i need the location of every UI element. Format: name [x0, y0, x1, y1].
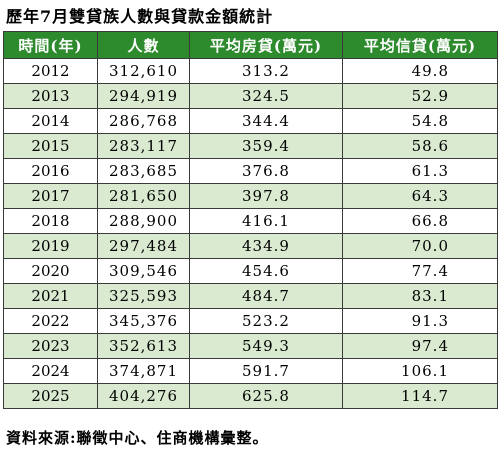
cell-year: 2015	[3, 133, 98, 159]
cell-house-loan: 397.8	[189, 183, 343, 209]
cell-people: 345,376	[97, 308, 190, 334]
header-people: 人數	[97, 31, 190, 59]
source-note: 資料來源:聯徵中心、住商機構彙整。	[6, 429, 269, 447]
table-row: 2021 325,593 484.7 83.1	[3, 283, 498, 309]
cell-house-loan: 376.8	[189, 158, 343, 184]
cell-people: 294,919	[97, 83, 190, 109]
cell-house-loan: 484.7	[189, 283, 343, 309]
cell-credit-loan: 54.8	[342, 108, 498, 134]
table-row: 2014 286,768 344.4 54.8	[3, 108, 498, 134]
table-row: 2012 312,610 313.2 49.8	[3, 58, 498, 84]
table-row: 2020 309,546 454.6 77.4	[3, 258, 498, 284]
table-row: 2016 283,685 376.8 61.3	[3, 158, 498, 184]
cell-house-loan: 454.6	[189, 258, 343, 284]
cell-people: 312,610	[97, 58, 190, 84]
cell-year: 2019	[3, 233, 98, 259]
cell-house-loan: 549.3	[189, 333, 343, 359]
cell-house-loan: 313.2	[189, 58, 343, 84]
cell-people: 352,613	[97, 333, 190, 359]
cell-house-loan: 359.4	[189, 133, 343, 159]
cell-people: 283,685	[97, 158, 190, 184]
cell-house-loan: 591.7	[189, 358, 343, 384]
cell-house-loan: 625.8	[189, 383, 343, 409]
header-row: 時間(年) 人數 平均房貸(萬元) 平均信貸(萬元)	[3, 31, 498, 59]
cell-year: 2020	[3, 258, 98, 284]
table-title: 歷年7月雙貸族人數與貸款金額統計	[6, 7, 274, 26]
table-row: 2015 283,117 359.4 58.6	[3, 133, 498, 159]
table-row: 2019 297,484 434.9 70.0	[3, 233, 498, 259]
cell-credit-loan: 61.3	[342, 158, 498, 184]
cell-house-loan: 324.5	[189, 83, 343, 109]
cell-credit-loan: 91.3	[342, 308, 498, 334]
cell-people: 286,768	[97, 108, 190, 134]
cell-credit-loan: 49.8	[342, 58, 498, 84]
cell-people: 288,900	[97, 208, 190, 234]
table-row: 2022 345,376 523.2 91.3	[3, 308, 498, 334]
cell-house-loan: 416.1	[189, 208, 343, 234]
cell-year: 2016	[3, 158, 98, 184]
header-year: 時間(年)	[3, 31, 98, 59]
table-row: 2017 281,650 397.8 64.3	[3, 183, 498, 209]
cell-credit-loan: 97.4	[342, 333, 498, 359]
cell-people: 283,117	[97, 133, 190, 159]
cell-credit-loan: 70.0	[342, 233, 498, 259]
cell-credit-loan: 114.7	[342, 383, 498, 409]
cell-credit-loan: 58.6	[342, 133, 498, 159]
table-row: 2018 288,900 416.1 66.8	[3, 208, 498, 234]
cell-people: 309,546	[97, 258, 190, 284]
cell-year: 2023	[3, 333, 98, 359]
cell-credit-loan: 52.9	[342, 83, 498, 109]
cell-year: 2025	[3, 383, 98, 409]
cell-credit-loan: 83.1	[342, 283, 498, 309]
cell-house-loan: 523.2	[189, 308, 343, 334]
cell-house-loan: 344.4	[189, 108, 343, 134]
cell-year: 2012	[3, 58, 98, 84]
cell-people: 325,593	[97, 283, 190, 309]
cell-year: 2014	[3, 108, 98, 134]
cell-credit-loan: 77.4	[342, 258, 498, 284]
cell-house-loan: 434.9	[189, 233, 343, 259]
table-row: 2023 352,613 549.3 97.4	[3, 333, 498, 359]
cell-credit-loan: 66.8	[342, 208, 498, 234]
loan-statistics-table: 時間(年) 人數 平均房貸(萬元) 平均信貸(萬元) 2012 312,610 …	[3, 31, 498, 409]
cell-year: 2013	[3, 83, 98, 109]
cell-year: 2021	[3, 283, 98, 309]
header-credit-loan: 平均信貸(萬元)	[342, 31, 498, 59]
cell-people: 297,484	[97, 233, 190, 259]
cell-credit-loan: 64.3	[342, 183, 498, 209]
cell-credit-loan: 106.1	[342, 358, 498, 384]
table-row: 2013 294,919 324.5 52.9	[3, 83, 498, 109]
cell-year: 2018	[3, 208, 98, 234]
cell-people: 374,871	[97, 358, 190, 384]
cell-year: 2017	[3, 183, 98, 209]
table-row: 2024 374,871 591.7 106.1	[3, 358, 498, 384]
cell-year: 2024	[3, 358, 98, 384]
header-house-loan: 平均房貸(萬元)	[189, 31, 343, 59]
cell-people: 281,650	[97, 183, 190, 209]
cell-people: 404,276	[97, 383, 190, 409]
table-row: 2025 404,276 625.8 114.7	[3, 383, 498, 409]
cell-year: 2022	[3, 308, 98, 334]
